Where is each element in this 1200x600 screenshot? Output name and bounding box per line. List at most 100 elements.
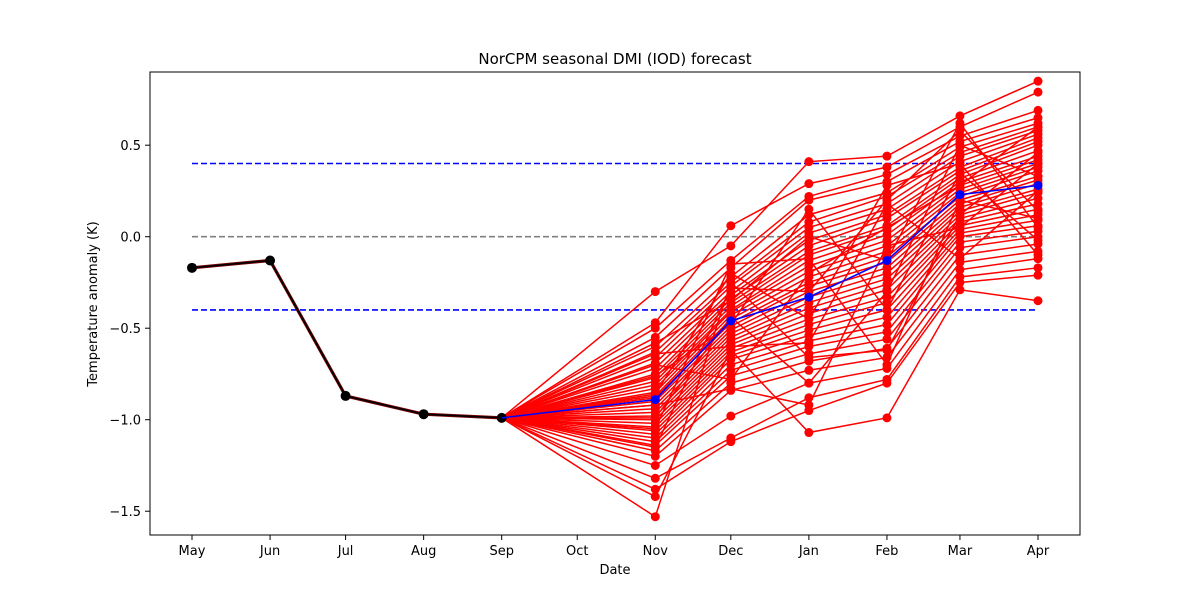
ensemble-point bbox=[726, 221, 736, 231]
observed-point bbox=[265, 255, 276, 266]
x-tick-label: Apr bbox=[1027, 544, 1050, 559]
ensemble-point bbox=[882, 327, 892, 337]
ensemble-point bbox=[804, 268, 814, 278]
ensemble-point bbox=[650, 413, 660, 423]
y-tick-label: −1.5 bbox=[109, 505, 141, 520]
ensemble-point bbox=[650, 442, 660, 452]
ensemble-point bbox=[1033, 223, 1043, 233]
ensemble-point bbox=[882, 287, 892, 297]
ensemble-point bbox=[882, 223, 892, 233]
ensemble-mean-point bbox=[882, 255, 892, 265]
ensemble-point bbox=[955, 285, 965, 295]
ensemble-point bbox=[1033, 122, 1043, 132]
ensemble-point bbox=[804, 428, 814, 438]
ensemble-member-line bbox=[501, 274, 1039, 491]
ensemble-point bbox=[882, 378, 892, 388]
ensemble-point bbox=[650, 323, 660, 333]
ensemble-point bbox=[650, 424, 660, 434]
ensemble-point bbox=[1033, 159, 1043, 169]
y-tick-label: −0.5 bbox=[109, 322, 141, 337]
ensemble-point bbox=[726, 283, 736, 293]
ensemble-point bbox=[726, 241, 736, 251]
ensemble-point bbox=[804, 204, 814, 214]
ensemble-point bbox=[882, 312, 892, 322]
ensemble-point bbox=[726, 268, 736, 278]
ensemble-point bbox=[1033, 171, 1043, 181]
x-tick-label: Jan bbox=[798, 544, 819, 559]
ensemble-point bbox=[804, 352, 814, 362]
y-tick-label: 0.0 bbox=[120, 231, 141, 246]
ensemble-point bbox=[1033, 148, 1043, 158]
ensemble-point bbox=[650, 492, 660, 502]
ensemble-point bbox=[882, 360, 892, 370]
x-tick-label: Oct bbox=[566, 544, 588, 559]
plot-area bbox=[187, 76, 1043, 522]
x-axis-title: Date bbox=[599, 563, 630, 578]
ensemble-point bbox=[882, 180, 892, 190]
ensemble-point bbox=[882, 345, 892, 355]
axes-frame bbox=[149, 71, 1081, 536]
ensemble-point bbox=[804, 254, 814, 264]
x-tick-label: Nov bbox=[643, 544, 669, 559]
ensemble-point bbox=[650, 360, 660, 370]
x-tick-label: Sep bbox=[489, 544, 514, 559]
ensemble-point bbox=[955, 180, 965, 190]
ensemble-point bbox=[1033, 263, 1043, 273]
ensemble-point bbox=[804, 232, 814, 242]
ensemble-point bbox=[955, 118, 965, 128]
y-axis-title: Temperature anomaly (K) bbox=[86, 221, 101, 387]
ensemble-point bbox=[882, 213, 892, 223]
ensemble-point bbox=[955, 111, 965, 121]
ensemble-point bbox=[804, 338, 814, 348]
ensemble-point bbox=[726, 384, 736, 394]
ensemble-point bbox=[804, 378, 814, 388]
observed-point bbox=[187, 262, 197, 273]
observed-point bbox=[418, 409, 429, 420]
ensemble-point bbox=[1033, 235, 1043, 245]
ensemble-mean-point bbox=[1033, 180, 1043, 190]
ensemble-point bbox=[1033, 206, 1043, 216]
ensemble-point bbox=[955, 126, 965, 136]
x-tick-label: Aug bbox=[411, 544, 436, 559]
y-tick-label: 0.5 bbox=[120, 139, 141, 154]
x-tick-label: May bbox=[179, 544, 206, 559]
ensemble-point bbox=[955, 168, 965, 178]
ensemble-point bbox=[882, 169, 892, 179]
ensemble-mean-point bbox=[804, 292, 814, 302]
ensemble-point bbox=[726, 296, 736, 306]
ensemble-point bbox=[1033, 270, 1043, 280]
ensemble-mean-point bbox=[726, 316, 736, 326]
ensemble-point bbox=[1033, 76, 1043, 86]
ensemble-point bbox=[650, 287, 660, 297]
ensemble-mean-point bbox=[650, 395, 660, 405]
ensemble-point bbox=[882, 305, 892, 315]
ensemble-point bbox=[955, 159, 965, 169]
x-axis: May Jun Jul Aug Sep Oct Nov Dec Jan Feb Mar Apr bbox=[179, 535, 1050, 559]
y-tick-label: −1.0 bbox=[109, 414, 141, 429]
ensemble-point bbox=[1033, 87, 1043, 97]
x-tick-label: Mar bbox=[948, 544, 973, 559]
ensemble-point bbox=[726, 259, 736, 269]
x-tick-label: Jul bbox=[337, 544, 354, 559]
ensemble-point bbox=[1033, 250, 1043, 260]
ensemble-point bbox=[650, 451, 660, 461]
ensemble-point bbox=[955, 140, 965, 150]
ensemble-point bbox=[726, 437, 736, 447]
ensemble-point bbox=[650, 349, 660, 359]
ensemble-point bbox=[882, 413, 892, 423]
ensemble-point bbox=[955, 210, 965, 220]
x-tick-label: Jun bbox=[259, 544, 280, 559]
ensemble-point bbox=[650, 473, 660, 483]
ensemble-point bbox=[955, 243, 965, 253]
ensemble-point bbox=[955, 254, 965, 264]
ensemble-point bbox=[804, 195, 814, 205]
ensemble-point bbox=[882, 195, 892, 205]
ensemble-point bbox=[955, 223, 965, 233]
ensemble-point bbox=[1033, 105, 1043, 115]
ensemble-point bbox=[650, 371, 660, 381]
ensemble-point bbox=[882, 334, 892, 344]
ensemble-point bbox=[804, 157, 814, 167]
ensemble-point bbox=[650, 460, 660, 470]
y-axis: −1.5 −1.0 −0.5 0.0 0.5 bbox=[109, 139, 150, 520]
